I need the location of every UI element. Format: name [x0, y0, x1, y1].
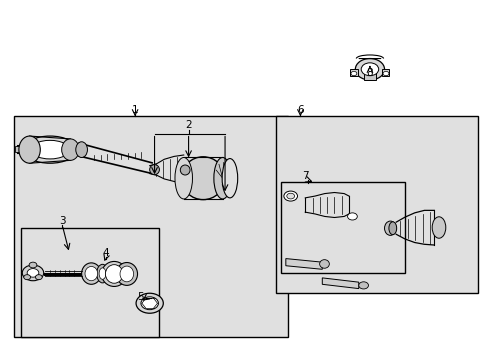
Polygon shape [322, 278, 358, 289]
Bar [15, 146, 20, 152]
Ellipse shape [181, 157, 224, 200]
Circle shape [27, 269, 39, 277]
Text: 1: 1 [132, 105, 138, 115]
Ellipse shape [85, 266, 98, 281]
Text: 7: 7 [302, 171, 308, 181]
Ellipse shape [30, 140, 69, 159]
Ellipse shape [19, 136, 40, 163]
Ellipse shape [213, 157, 231, 199]
Text: 2: 2 [185, 120, 191, 130]
Bar [14, 116, 287, 337]
Text: 8: 8 [366, 68, 372, 78]
Circle shape [29, 262, 37, 268]
Circle shape [361, 63, 378, 76]
Ellipse shape [116, 262, 137, 285]
Circle shape [284, 191, 297, 201]
Bar [21, 228, 159, 337]
Bar [350, 68, 357, 76]
Circle shape [355, 59, 384, 80]
Circle shape [350, 71, 356, 76]
Circle shape [347, 213, 357, 220]
Circle shape [286, 193, 294, 199]
Ellipse shape [23, 136, 77, 163]
Ellipse shape [149, 165, 159, 175]
Text: 5: 5 [137, 292, 144, 302]
Ellipse shape [99, 268, 106, 279]
Text: 4: 4 [102, 248, 109, 258]
Ellipse shape [431, 217, 445, 238]
Ellipse shape [76, 142, 87, 157]
Ellipse shape [97, 264, 108, 283]
Ellipse shape [180, 165, 190, 175]
Ellipse shape [319, 260, 329, 268]
Text: 6: 6 [297, 105, 303, 115]
Polygon shape [285, 258, 322, 269]
Bar [281, 182, 404, 273]
Ellipse shape [61, 139, 79, 160]
Bar [364, 72, 375, 80]
Circle shape [136, 293, 163, 313]
Circle shape [24, 275, 30, 280]
Ellipse shape [358, 282, 368, 289]
Circle shape [382, 71, 388, 76]
Circle shape [141, 297, 158, 310]
Ellipse shape [105, 265, 122, 283]
Circle shape [22, 265, 43, 281]
Circle shape [35, 275, 42, 280]
Bar [381, 68, 388, 76]
Ellipse shape [102, 261, 126, 287]
Text: 3: 3 [59, 216, 65, 226]
Ellipse shape [175, 157, 192, 199]
Ellipse shape [222, 158, 237, 198]
Ellipse shape [120, 266, 133, 282]
Ellipse shape [384, 221, 395, 235]
Bar [276, 116, 477, 293]
Ellipse shape [81, 263, 101, 284]
Ellipse shape [388, 222, 396, 235]
